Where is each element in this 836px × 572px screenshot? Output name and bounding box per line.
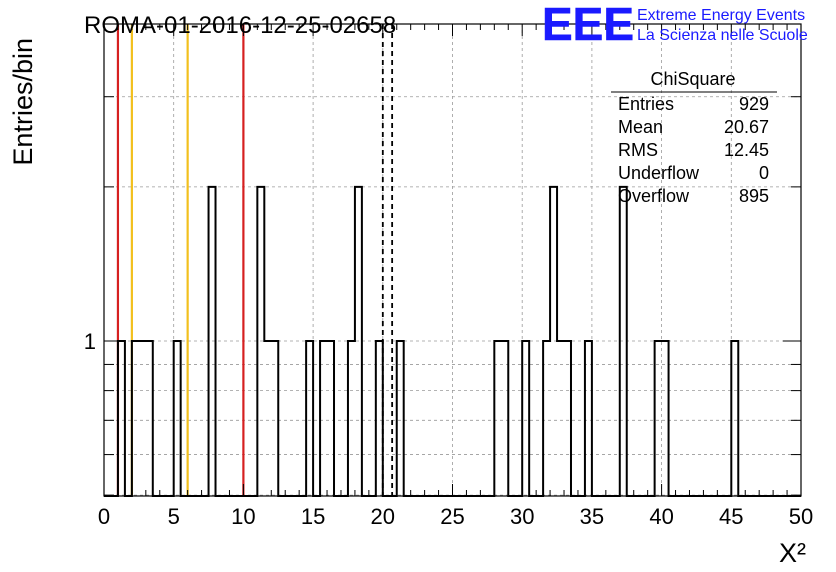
- x-axis-label: X²: [779, 538, 806, 568]
- eee-logo-letters: EEE: [542, 0, 634, 50]
- histogram-bin: [306, 341, 313, 496]
- x-tick-label: 10: [231, 504, 255, 529]
- histogram: [104, 185, 801, 497]
- histogram-bin: [501, 341, 508, 496]
- x-tick-label: 25: [440, 504, 464, 529]
- y-tick-label: 1: [84, 329, 96, 354]
- histogram-bin: [397, 341, 404, 496]
- histogram-bin: [662, 341, 669, 496]
- histogram-bin: [585, 341, 592, 496]
- eee-logo: EEE Extreme Energy Events La Scienza nel…: [542, 0, 808, 50]
- x-tick-label: 35: [580, 504, 604, 529]
- eee-logo-line1: Extreme Energy Events: [637, 7, 805, 24]
- histogram-bin: [174, 341, 181, 496]
- histogram-bin: [655, 341, 662, 496]
- stats-label-overflow: Overflow: [618, 186, 690, 206]
- x-tick-label: 5: [168, 504, 180, 529]
- histogram-bin: [355, 187, 362, 496]
- histogram-bin: [348, 341, 355, 496]
- stats-label-entries: Entries: [618, 94, 674, 114]
- stats-box: ChiSquare Entries 929 Mean 20.67 RMS 12.…: [611, 69, 777, 206]
- histogram-bin: [327, 341, 334, 496]
- stats-value-mean: 20.67: [724, 117, 769, 137]
- stats-label-rms: RMS: [618, 140, 658, 160]
- histogram-bin: [146, 341, 153, 496]
- chart-title: ROMA-01-2016-12-25-02658: [84, 12, 396, 39]
- stats-value-rms: 12.45: [724, 140, 769, 160]
- stats-label-mean: Mean: [618, 117, 663, 137]
- histogram-bin: [543, 341, 550, 496]
- eee-logo-line2: La Scienza nelle Scuole: [637, 27, 808, 44]
- x-tick-label: 0: [98, 504, 110, 529]
- x-tick-label: 30: [510, 504, 534, 529]
- stats-value-underflow: 0: [759, 163, 769, 183]
- x-tick-label: 15: [301, 504, 325, 529]
- histogram-bin: [522, 341, 529, 496]
- histogram-bin: [564, 341, 571, 496]
- histogram-bin: [376, 341, 383, 496]
- histogram-bin: [257, 187, 264, 496]
- histogram-bin: [731, 341, 738, 496]
- x-tick-label: 40: [649, 504, 673, 529]
- x-tick-label: 50: [789, 504, 813, 529]
- histogram-bin: [209, 187, 216, 496]
- x-tick-label: 45: [719, 504, 743, 529]
- histogram-bin: [118, 341, 125, 496]
- y-axis-label: Entries/bin: [8, 38, 38, 166]
- stats-label-underflow: Underflow: [618, 163, 700, 183]
- histogram-bin: [139, 341, 146, 496]
- histogram-bin: [132, 341, 139, 496]
- stats-value-entries: 929: [739, 94, 769, 114]
- histogram-bin: [557, 341, 564, 496]
- histogram-bin: [264, 341, 271, 496]
- histogram-bin: [320, 341, 327, 496]
- stats-title: ChiSquare: [650, 69, 735, 89]
- histogram-bin: [550, 187, 557, 496]
- histogram-bin: [620, 187, 627, 496]
- x-tick-label: 20: [371, 504, 395, 529]
- stats-value-overflow: 895: [739, 186, 769, 206]
- histogram-bin: [494, 341, 501, 496]
- axes: 0 5 10 15 20 25 30 35 40 45 50 1: [84, 24, 813, 529]
- histogram-bin: [271, 341, 278, 496]
